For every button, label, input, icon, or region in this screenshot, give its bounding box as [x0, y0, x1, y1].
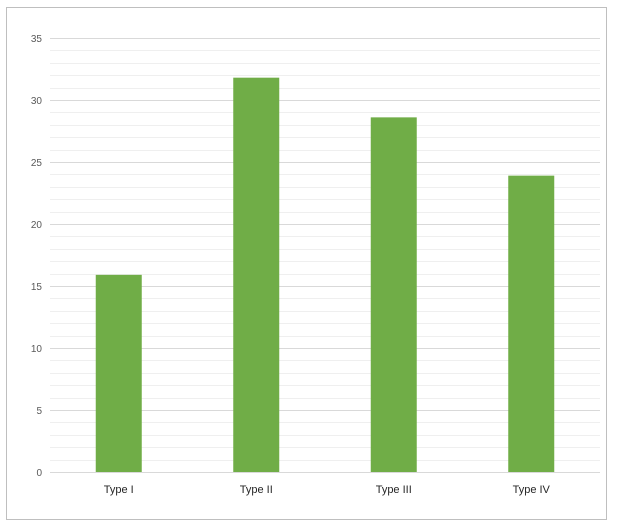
y-tick-label: 35	[31, 34, 43, 45]
y-tick-label: 15	[31, 282, 43, 293]
bar-type-iv	[508, 175, 555, 472]
y-tick-label: 25	[31, 158, 43, 169]
bar-type-iii	[370, 117, 417, 473]
bar-type-i	[95, 274, 142, 472]
y-tick-label: 10	[31, 344, 43, 355]
y-tick-label: 0	[36, 468, 42, 479]
y-tick-label: 5	[36, 406, 42, 417]
bars	[95, 77, 555, 473]
y-tick-label: 30	[31, 96, 43, 107]
x-category-label: Type I	[104, 484, 134, 496]
y-tick-label: 20	[31, 220, 43, 231]
y-axis-tick-labels: 0 5 10 15 20 25 30 35	[31, 34, 43, 479]
x-axis-category-labels: Type I Type II Type III Type IV	[104, 484, 551, 496]
x-category-label: Type II	[240, 484, 273, 496]
bar-type-ii	[233, 77, 280, 473]
x-category-label: Type III	[376, 484, 412, 496]
x-category-label: Type IV	[513, 484, 551, 496]
